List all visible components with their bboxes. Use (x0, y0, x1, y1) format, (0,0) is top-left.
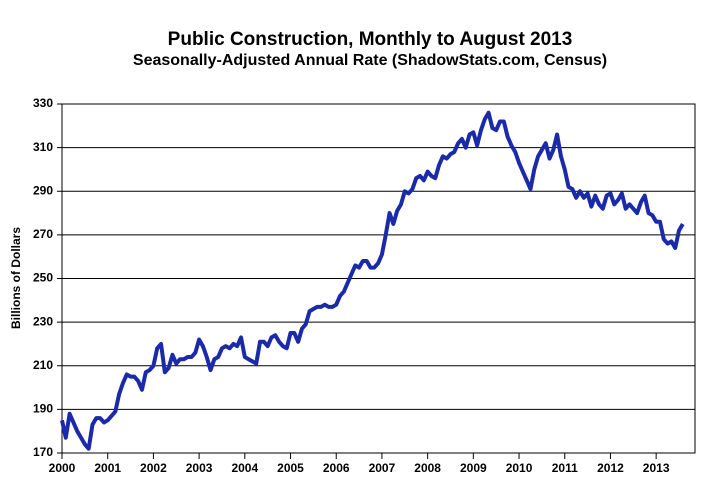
chart-subtitle: Seasonally-Adjusted Annual Rate (ShadowS… (133, 52, 607, 69)
data-line (60, 110, 685, 451)
y-tick-label: 290 (33, 183, 53, 197)
y-tick-label: 190 (33, 402, 53, 416)
x-tick-label: 2010 (506, 461, 533, 475)
x-tick-label: 2009 (460, 461, 487, 475)
x-tick-label: 2006 (323, 461, 350, 475)
y-tick-label: 230 (33, 314, 53, 328)
x-tick-label: 2007 (369, 461, 396, 475)
x-tick-label: 2008 (414, 461, 441, 475)
chart-title: Public Construction, Monthly to August 2… (168, 29, 573, 50)
y-tick-label: 250 (33, 271, 53, 285)
x-tick-label: 2003 (186, 461, 213, 475)
x-tick-label: 2012 (597, 461, 624, 475)
y-axis-label: Billions of Dollars (9, 227, 23, 329)
y-tick-label: 170 (33, 445, 53, 459)
x-tick-label: 2004 (231, 461, 258, 475)
x-tick-label: 2005 (277, 461, 304, 475)
y-tick-label: 330 (33, 96, 53, 110)
x-tick-label: 2002 (140, 461, 167, 475)
x-tick-label: 2013 (643, 461, 670, 475)
y-tick-label: 310 (33, 140, 53, 154)
x-tick-label: 2001 (94, 461, 121, 475)
x-tick-label: 2011 (552, 461, 578, 475)
x-tick-label: 2000 (49, 461, 76, 475)
y-tick-label: 270 (33, 227, 53, 241)
y-tick-label: 210 (33, 358, 53, 372)
